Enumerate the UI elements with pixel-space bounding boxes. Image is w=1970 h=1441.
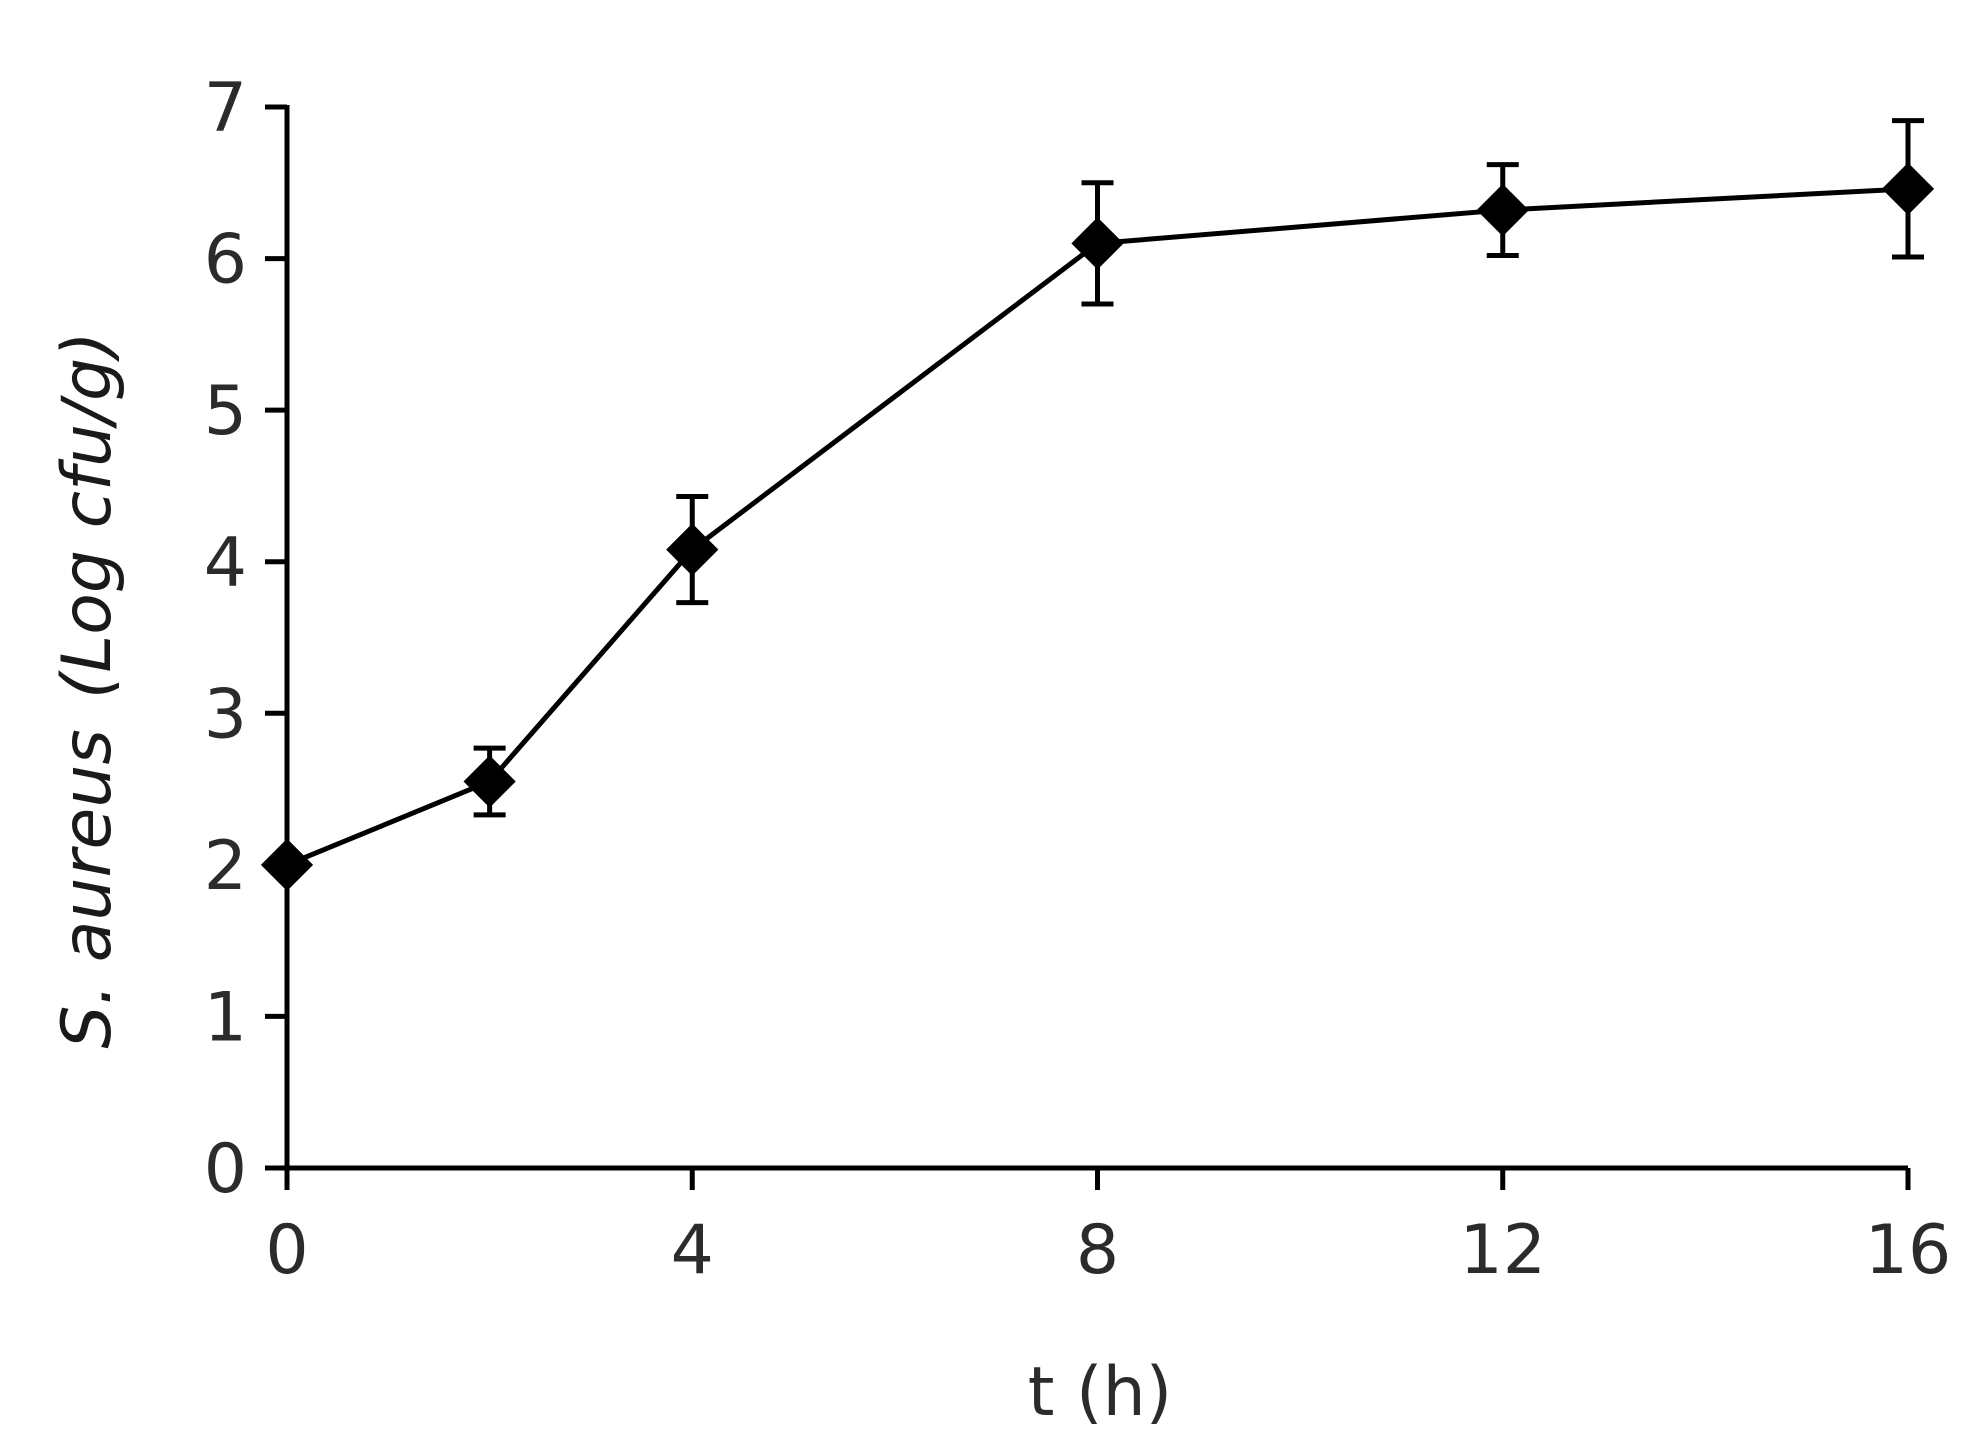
- series-line: [286, 186, 1909, 868]
- y-axis-title-unit: (Log cfu/g): [48, 331, 127, 699]
- x-tick-label: 4: [671, 1211, 714, 1290]
- y-tick-label: 3: [204, 675, 247, 754]
- data-point: [1071, 217, 1124, 270]
- data-point: [260, 838, 314, 891]
- y-tick-label: 5: [204, 372, 247, 451]
- y-tick-label: 1: [204, 978, 247, 1057]
- x-tick-label: 12: [1459, 1211, 1546, 1290]
- y-tick-label: 4: [204, 524, 247, 603]
- y-axis-title: S. aureus (Log cfu/g): [48, 331, 127, 1048]
- labels: t (h) S. aureus (Log cfu/g): [48, 331, 1172, 1432]
- x-axis-title: t (h): [1028, 1353, 1172, 1432]
- x-tick-label: 16: [1865, 1211, 1952, 1290]
- data-point: [1476, 183, 1529, 237]
- y-axis-title-species: S. aureus: [48, 729, 127, 1048]
- data-point: [666, 523, 719, 576]
- data-point: [1881, 162, 1935, 215]
- y-tick-label: 0: [204, 1130, 247, 1209]
- x-tick-label: 8: [1076, 1211, 1119, 1290]
- y-tick-label: 7: [204, 69, 247, 148]
- y-tick-label: 6: [204, 221, 247, 300]
- series-layer: [260, 118, 1935, 891]
- y-tick-label: 2: [204, 827, 247, 906]
- data-point: [463, 755, 516, 808]
- x-tick-label: 0: [265, 1211, 308, 1290]
